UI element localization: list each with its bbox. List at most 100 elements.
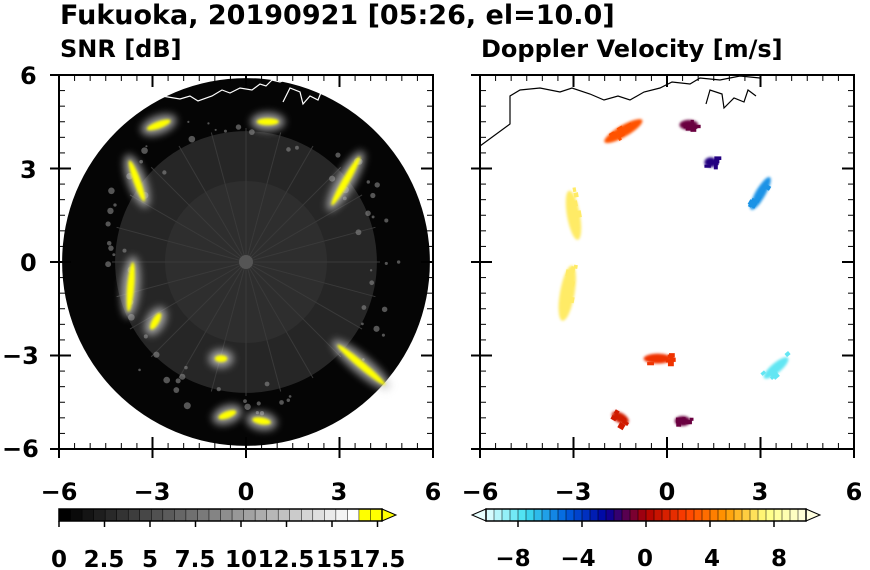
snr-colorbar-label: 0: [51, 547, 67, 570]
doppler-echo-pixel: [613, 415, 619, 420]
snr-clutter-spot: [153, 351, 160, 358]
snr-colorbar-cell: [174, 508, 187, 522]
doppler-colorbar-cell: [573, 508, 583, 522]
snr-colorbar-cell: [266, 508, 279, 522]
snr-clutter-spot: [374, 182, 380, 188]
snr-xtick-label: 3: [331, 478, 348, 506]
doppler-echo-pixel: [784, 351, 791, 358]
snr-clutter-spot: [361, 305, 367, 310]
snr-colorbar-arrow: [381, 508, 398, 522]
snr-echo-core: [337, 344, 386, 386]
snr-colorbar-cell: [335, 508, 349, 522]
snr-echo-core: [218, 410, 237, 420]
snr-colorbar-cell: [127, 508, 141, 522]
doppler-echo-pixel: [617, 132, 625, 139]
doppler-echo: [679, 119, 701, 132]
snr-coastline: [161, 75, 331, 106]
doppler-echo-body: [604, 119, 643, 144]
doppler-colorbar-arrow-left: [470, 508, 487, 522]
snr-echo-core: [146, 119, 171, 131]
doppler-echo-pixel: [686, 420, 692, 425]
snr-beam-ray: [245, 261, 376, 298]
snr-clutter-spot: [256, 401, 261, 406]
snr-xtick-label: 6: [425, 478, 442, 506]
doppler-colorbar-cell: [485, 508, 495, 522]
snr-echo-core: [252, 417, 271, 425]
snr-colorbar-cell: [301, 508, 314, 522]
doppler-echo-pixel: [713, 163, 718, 170]
snr-clutter-spot: [369, 269, 373, 272]
snr-panel-title: SNR [dB]: [60, 35, 182, 63]
snr-echoes: [121, 112, 391, 431]
snr-colorbar-label: 7.5: [175, 547, 216, 570]
doppler-echo-pixel: [621, 419, 630, 426]
snr-colorbar-cell: [231, 508, 245, 522]
snr-echo: [327, 151, 365, 211]
doppler-colorbar-cell: [557, 508, 567, 522]
doppler-echo-pixel: [617, 136, 623, 142]
doppler-axis-ticks: [471, 74, 855, 458]
snr-clutter-spot: [355, 229, 362, 236]
snr-xtick-label: −6: [41, 478, 78, 506]
snr-beam-ray: [245, 194, 363, 263]
snr-clutter-spot: [105, 261, 112, 268]
doppler-echo: [610, 409, 630, 431]
snr-clutter-spot: [207, 122, 210, 125]
doppler-xtick-label: −6: [462, 478, 499, 506]
doppler-echo: [643, 353, 676, 367]
snr-colorbar: [58, 508, 398, 527]
snr-colorbar-label: 12.5: [258, 547, 315, 570]
doppler-echo-pixel: [712, 160, 716, 165]
snr-colorbar-cell: [324, 508, 337, 522]
doppler-xtick-label: 0: [659, 478, 676, 506]
snr-colorbar-label: 5: [142, 547, 158, 570]
snr-colorbar-cell: [347, 508, 360, 522]
snr-clutter-spot: [143, 334, 148, 339]
snr-echo: [212, 404, 243, 425]
doppler-colorbar-cell: [525, 508, 535, 522]
doppler-colorbar-cell: [733, 508, 743, 522]
snr-colorbar-cell: [358, 508, 372, 522]
snr-clutter-spot: [396, 260, 401, 264]
doppler-echo: [704, 156, 722, 170]
doppler-echo-pixel: [750, 197, 757, 204]
snr-colorbar-label: 17.5: [349, 547, 406, 570]
snr-clutter-spot: [286, 398, 291, 403]
snr-echo: [208, 349, 234, 368]
doppler-colorbar-cell: [717, 508, 727, 522]
doppler-echo-pixel: [682, 417, 686, 421]
snr-axis-ticks: [50, 74, 434, 458]
doppler-echo-pixel: [694, 124, 701, 129]
doppler-echo-pixel: [567, 278, 572, 284]
doppler-echo-pixel: [608, 131, 615, 137]
snr-beam-ray: [210, 132, 247, 263]
snr-clutter-spot: [188, 135, 196, 143]
doppler-colorbar-cell: [661, 508, 671, 522]
snr-echo: [246, 411, 277, 431]
doppler-echo-pixel: [609, 131, 618, 140]
snr-beam-ray: [150, 261, 247, 358]
doppler-colorbar-cell: [677, 508, 687, 522]
snr-clutter-spot: [183, 402, 191, 410]
snr-clutter-spot: [106, 240, 112, 246]
doppler-colorbar-cell: [621, 508, 631, 522]
doppler-colorbar-cell: [629, 508, 639, 522]
snr-colorbar-cell: [162, 508, 176, 522]
doppler-colorbar-cell: [709, 508, 719, 522]
snr-xtick-label: 0: [238, 478, 255, 506]
doppler-echo: [674, 415, 694, 427]
snr-ytick-label: 6: [20, 62, 37, 90]
snr-clutter-spot: [384, 261, 388, 265]
doppler-echo-pixel: [676, 421, 682, 427]
snr-beam-ray: [245, 132, 282, 263]
doppler-colorbar-cell: [741, 508, 751, 522]
doppler-echo-pixel: [573, 192, 579, 198]
doppler-echo-pixel: [689, 417, 694, 421]
snr-colorbar-cell: [370, 508, 383, 522]
doppler-colorbar-label: 4: [704, 546, 720, 570]
snr-ytick-label: −6: [2, 435, 39, 463]
doppler-echo-pixel: [749, 200, 758, 209]
snr-clutter-spot: [381, 306, 388, 313]
snr-clutter-spot: [365, 210, 371, 217]
doppler-echo-pixel: [667, 354, 674, 358]
